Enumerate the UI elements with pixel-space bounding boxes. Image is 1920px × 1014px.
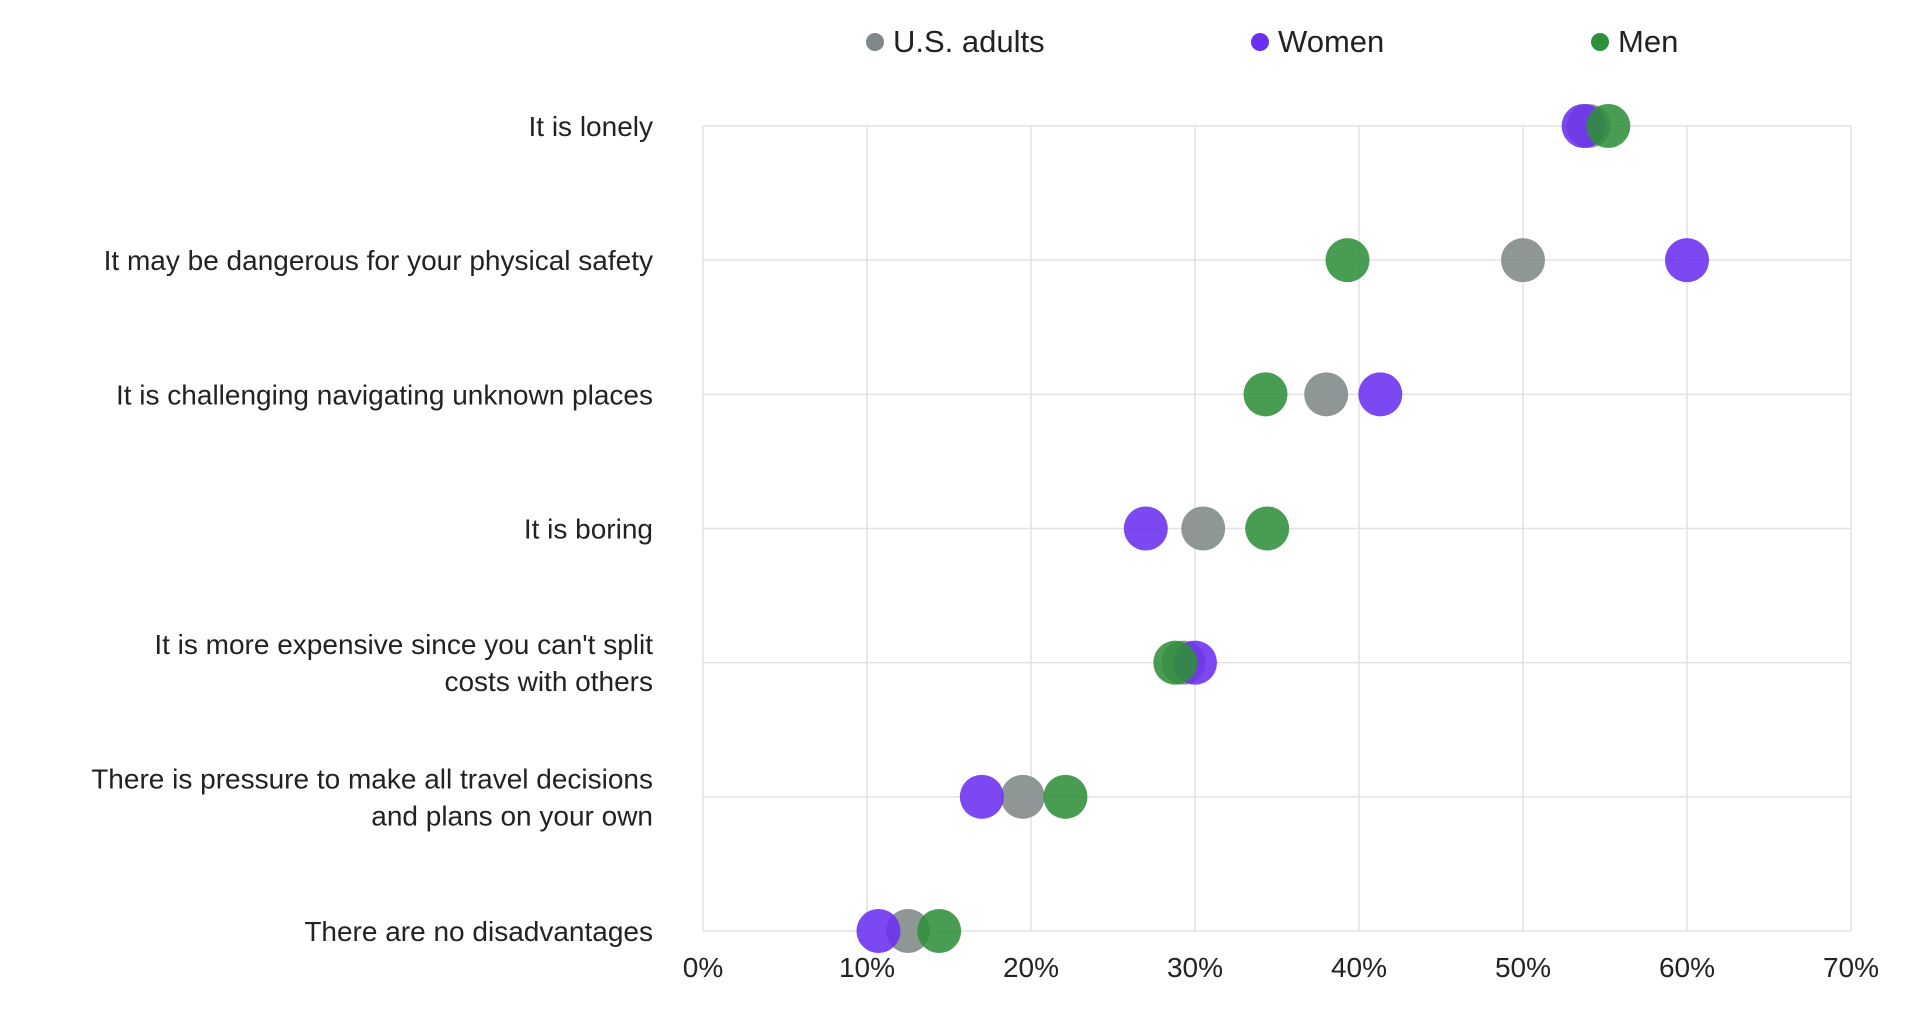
- dot-men: [1243, 372, 1288, 417]
- dot-women: [959, 774, 1004, 819]
- legend-swatch-us-adults: [866, 33, 884, 51]
- dot-u-s-adults: [1304, 372, 1349, 417]
- dot-men: [1586, 104, 1631, 148]
- x-tick-label: 60%: [1659, 952, 1715, 983]
- category-label: It may be dangerous for your physical sa…: [104, 245, 653, 276]
- dot-u-s-adults: [1000, 774, 1045, 819]
- x-tick-label: 0%: [683, 952, 723, 983]
- dot-men: [1325, 238, 1370, 283]
- category-label: It is lonely: [529, 111, 654, 142]
- x-tick-label: 40%: [1331, 952, 1387, 983]
- legend-label-us-adults: U.S. adults: [893, 24, 1045, 59]
- legend-swatch-men: [1591, 33, 1609, 51]
- dot-women: [1358, 372, 1403, 417]
- legend-item-us-adults: U.S. adults: [866, 24, 1045, 60]
- x-tick-label: 70%: [1823, 952, 1879, 983]
- legend-item-women: Women: [1251, 24, 1384, 60]
- dot-women: [856, 909, 901, 953]
- legend-label-women: Women: [1278, 24, 1385, 59]
- dot-men: [1153, 640, 1198, 685]
- dot-women: [1123, 506, 1168, 551]
- x-tick-label: 10%: [839, 952, 895, 983]
- category-label: It is boring: [524, 514, 653, 545]
- x-tick-label: 50%: [1495, 952, 1551, 983]
- dot-men: [1043, 774, 1088, 819]
- dot-men: [917, 909, 962, 953]
- dot-men: [1245, 506, 1290, 551]
- legend-label-men: Men: [1618, 24, 1679, 59]
- dot-women: [1665, 238, 1709, 283]
- x-tick-label: 30%: [1167, 952, 1223, 983]
- category-label: It is challenging navigating unknown pla…: [116, 379, 653, 410]
- x-tick-label: 20%: [1003, 952, 1059, 983]
- legend: U.S. adults Women Men: [0, 24, 1920, 64]
- dot-u-s-adults: [1181, 506, 1226, 551]
- legend-item-men: Men: [1591, 24, 1678, 60]
- category-label: There are no disadvantages: [304, 916, 653, 947]
- category-label: It is more expensive since you can't spl…: [154, 629, 653, 697]
- category-label: There is pressure to make all travel dec…: [91, 763, 653, 831]
- dot-u-s-adults: [1501, 238, 1545, 283]
- legend-swatch-women: [1251, 33, 1269, 51]
